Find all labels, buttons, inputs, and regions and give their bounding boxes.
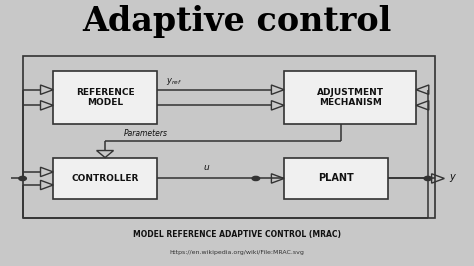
Text: Parameters: Parameters: [124, 129, 168, 138]
Circle shape: [19, 176, 27, 181]
FancyBboxPatch shape: [284, 157, 388, 199]
Text: Adaptive control: Adaptive control: [82, 5, 392, 38]
Text: PLANT: PLANT: [318, 173, 354, 184]
Text: CONTROLLER: CONTROLLER: [72, 174, 139, 183]
Text: $u$: $u$: [203, 163, 210, 172]
Text: MODEL REFERENCE ADAPTIVE CONTROL (MRAC): MODEL REFERENCE ADAPTIVE CONTROL (MRAC): [133, 230, 341, 239]
Text: $y$: $y$: [449, 172, 457, 184]
Circle shape: [424, 176, 432, 181]
Text: REFERENCE
MODEL: REFERENCE MODEL: [76, 88, 134, 107]
Circle shape: [252, 176, 260, 181]
Text: $y_{ref}$: $y_{ref}$: [166, 76, 182, 87]
FancyBboxPatch shape: [284, 72, 416, 124]
Bar: [23, 56, 435, 218]
Text: https://en.wikipedia.org/wiki/File:MRAC.svg: https://en.wikipedia.org/wiki/File:MRAC.…: [170, 250, 304, 255]
Text: ADJUSTMENT
MECHANISM: ADJUSTMENT MECHANISM: [317, 88, 383, 107]
FancyBboxPatch shape: [53, 157, 157, 199]
FancyBboxPatch shape: [53, 72, 157, 124]
